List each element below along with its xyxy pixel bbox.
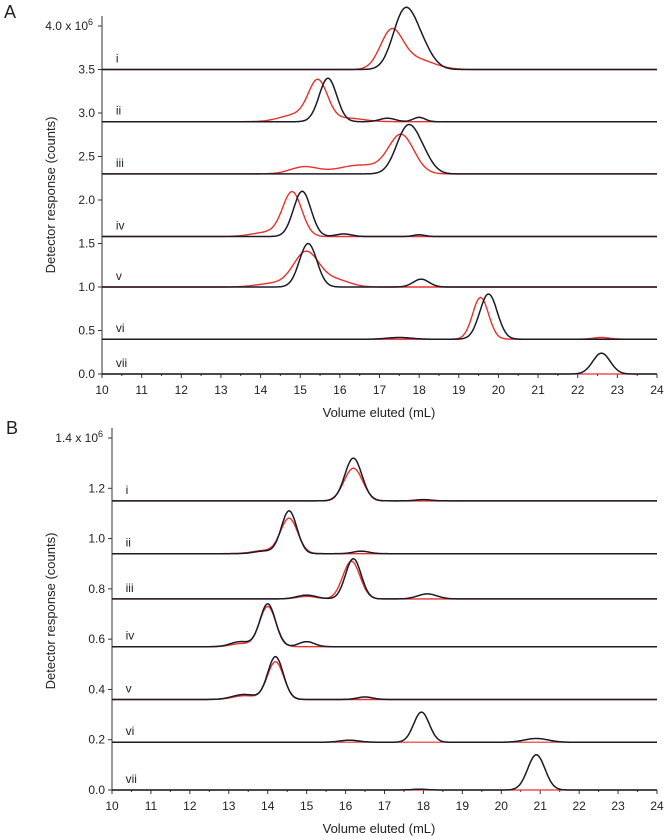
trace-label-v: v <box>126 681 132 695</box>
y-tick-label: 0.4 <box>88 682 105 696</box>
trace-black-line-v <box>112 655 657 701</box>
x-tick-label: 16 <box>339 799 353 813</box>
trace-black-line-iii <box>102 123 657 175</box>
x-tick-label: 10 <box>95 383 109 397</box>
trace-label-vi: vi <box>126 724 135 738</box>
trace-black-line-v <box>102 242 657 288</box>
x-tick-label: 16 <box>333 383 347 397</box>
trace-red-line-iv <box>102 190 657 238</box>
trace-black-line-i <box>112 457 657 502</box>
x-tick-label: 12 <box>175 383 189 397</box>
x-tick-label: 23 <box>611 799 625 813</box>
trace-black-line-vi <box>102 293 657 340</box>
x-tick-label: 18 <box>412 383 426 397</box>
trace-label-vii: vii <box>126 772 137 786</box>
trace-red-line-ii <box>102 78 657 123</box>
trace-black-line-iv <box>112 603 657 648</box>
trace-black-line-i <box>102 6 657 71</box>
trace-label-ii: ii <box>116 104 121 118</box>
x-tick-label: 20 <box>495 799 509 813</box>
x-tick-label: 24 <box>650 383 664 397</box>
trace-black-line-vi <box>112 711 657 743</box>
y-tick-label: 0.0 <box>88 783 105 797</box>
y-tick-label: 0.0 <box>78 367 95 381</box>
trace-red-line-vi <box>102 296 657 340</box>
y-tick-label: 1.0 <box>78 280 95 294</box>
x-tick-label: 21 <box>534 799 548 813</box>
y-tick-exponent: 6 <box>98 429 103 439</box>
panel-a-x-axis-title: Volume eluted (mL) <box>323 405 436 420</box>
x-tick-label: 17 <box>373 383 387 397</box>
x-tick-label: 23 <box>611 383 625 397</box>
panel-a-label: A <box>4 2 16 22</box>
trace-label-v: v <box>116 269 122 283</box>
x-tick-label: 13 <box>222 799 236 813</box>
y-tick-label: 1.5 <box>78 237 95 251</box>
x-tick-label: 18 <box>417 799 431 813</box>
trace-red-line-iv <box>112 605 657 648</box>
x-tick-label: 24 <box>650 799 664 813</box>
x-tick-label: 21 <box>531 383 545 397</box>
x-tick-label: 19 <box>452 383 466 397</box>
trace-black-line-ii <box>112 510 657 555</box>
y-tick-label: 3.5 <box>78 63 95 77</box>
trace-label-vii: vii <box>116 356 127 370</box>
y-tick-label: 1.0 <box>88 532 105 546</box>
trace-label-vi: vi <box>116 321 125 335</box>
trace-black-line-iii <box>112 557 657 600</box>
trace-black-line-iv <box>102 190 657 238</box>
x-tick-label: 22 <box>571 383 585 397</box>
x-tick-label: 15 <box>300 799 314 813</box>
x-tick-label: 14 <box>261 799 275 813</box>
x-tick-label: 10 <box>105 799 119 813</box>
y-tick-label: 0.6 <box>88 632 105 646</box>
trace-label-iv: iv <box>116 219 125 233</box>
y-tick-exponent: 6 <box>88 17 93 27</box>
x-tick-label: 20 <box>492 383 506 397</box>
y-tick-label: 3.0 <box>78 106 95 120</box>
y-tick-label: 2.0 <box>78 193 95 207</box>
trace-red-line-iii <box>102 133 657 175</box>
y-tick-label: 0.5 <box>78 324 95 338</box>
panel-a-y-axis-title: Detector response (counts) <box>43 117 58 274</box>
x-tick-label: 11 <box>135 383 148 397</box>
trace-label-i: i <box>126 483 129 497</box>
y-tick-label: 0.2 <box>88 733 105 747</box>
trace-black-line-vii <box>112 754 657 791</box>
panel-b-y-axis-title: Detector response (counts) <box>43 533 58 690</box>
trace-label-ii: ii <box>126 536 131 550</box>
panel-b-x-axis-title: Volume eluted (mL) <box>323 821 436 836</box>
y-tick-label: 1.2 <box>88 481 105 495</box>
y-tick-label: 1.4 x 10 <box>55 431 98 445</box>
x-tick-label: 22 <box>572 799 586 813</box>
trace-red-line-ii <box>112 517 657 555</box>
x-tick-label: 17 <box>378 799 392 813</box>
x-tick-label: 11 <box>145 799 158 813</box>
trace-red-line-v <box>102 250 657 288</box>
trace-label-i: i <box>116 52 119 66</box>
trace-black-line-ii <box>102 77 657 123</box>
x-tick-label: 19 <box>456 799 470 813</box>
trace-label-iii: iii <box>126 581 134 595</box>
trace-red-line-iii <box>112 560 657 600</box>
y-tick-label: 4.0 x 10 <box>45 19 88 33</box>
x-tick-label: 14 <box>254 383 268 397</box>
panel-b-label: B <box>6 418 18 438</box>
x-tick-label: 15 <box>294 383 308 397</box>
panel-a: A Volume eluted (mL) Detector response (… <box>4 2 664 420</box>
trace-label-iv: iv <box>126 629 135 643</box>
x-tick-label: 12 <box>183 799 197 813</box>
panel-b: B Volume eluted (mL) Detector response (… <box>6 418 664 836</box>
y-tick-label: 2.5 <box>78 150 95 164</box>
trace-red-line-v <box>112 660 657 701</box>
trace-black-line-vii <box>102 352 657 375</box>
trace-label-iii: iii <box>116 156 124 170</box>
y-tick-label: 0.8 <box>88 582 105 596</box>
x-tick-label: 13 <box>214 383 228 397</box>
trace-red-line-i <box>112 467 657 502</box>
